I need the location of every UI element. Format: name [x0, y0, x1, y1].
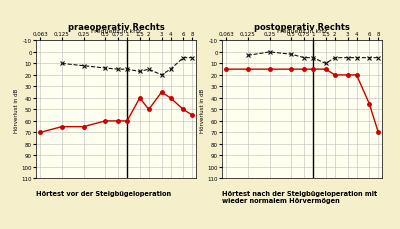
Text: Frequenz in kHz: Frequenz in kHz	[91, 29, 141, 34]
Title: postoperativ Rechts: postoperativ Rechts	[254, 23, 350, 32]
Text: Hörtest nach der Steigbügeloperation mit
wieder normalem Hörvermögen: Hörtest nach der Steigbügeloperation mit…	[222, 190, 377, 203]
Text: Frequenz in kHz: Frequenz in kHz	[277, 29, 327, 34]
Title: praeoperativ Rechts: praeoperativ Rechts	[68, 23, 164, 32]
Text: Hörtest vor der Steigbügeloperation: Hörtest vor der Steigbügeloperation	[36, 190, 171, 196]
Y-axis label: Hörverlust in dB: Hörverlust in dB	[200, 88, 204, 132]
Y-axis label: Hörverlust in dB: Hörverlust in dB	[14, 88, 18, 132]
